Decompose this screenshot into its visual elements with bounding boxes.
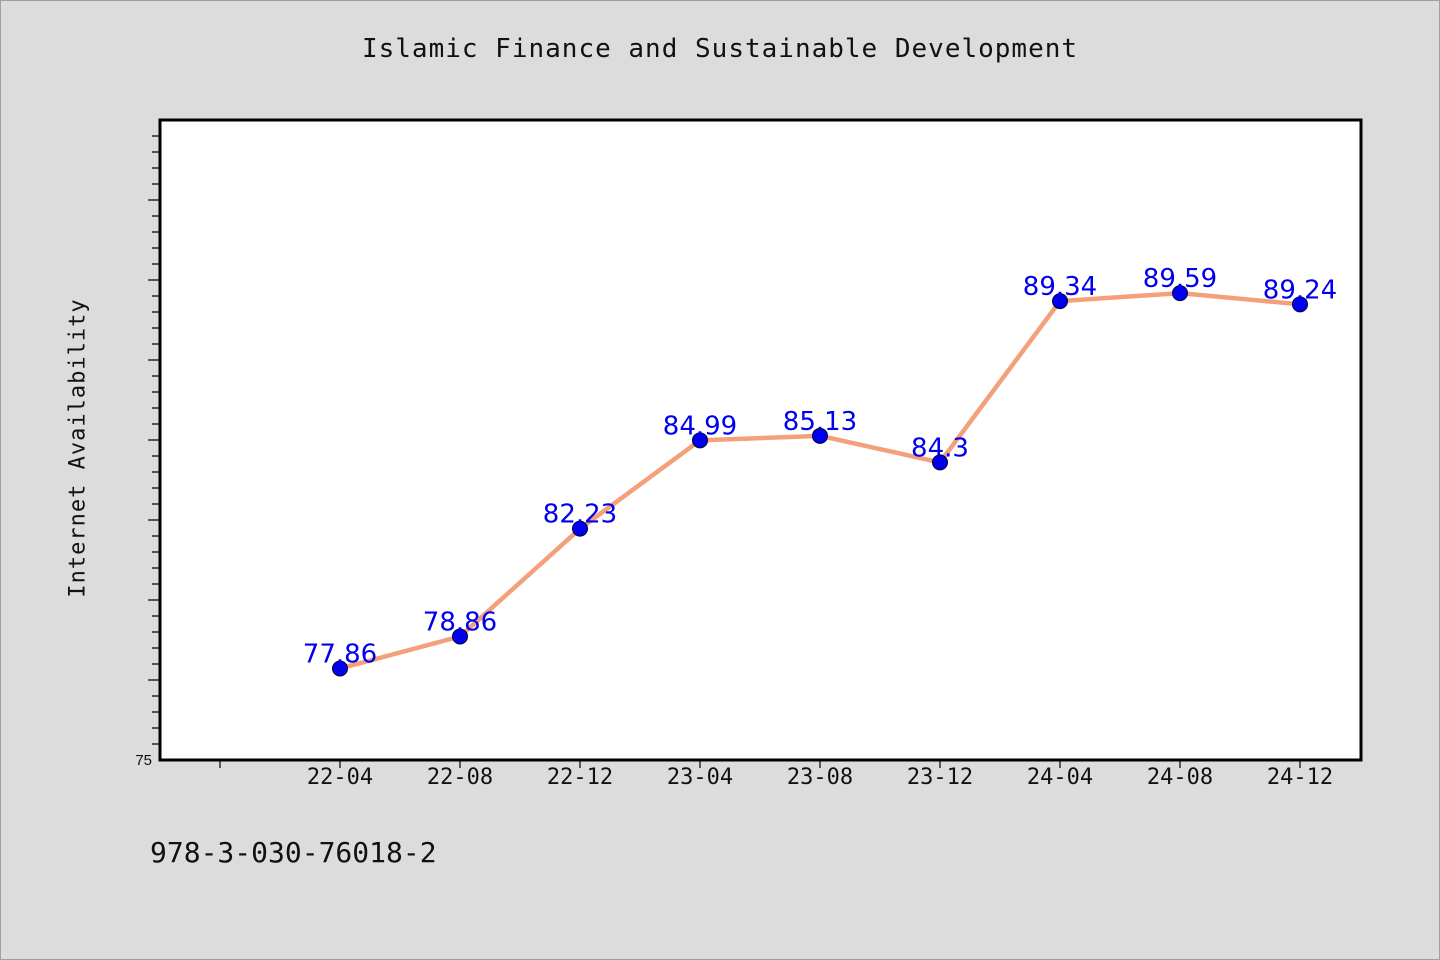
footer-isbn: 978-3-030-76018-2 [150, 836, 437, 869]
data-point [572, 520, 588, 537]
x-tick-label: 22-12 [547, 765, 613, 790]
data-label: 78.86 [423, 607, 497, 637]
data-label: 77.86 [303, 639, 377, 669]
x-axis-ticks: 22-04 22-08 22-12 23-04 23-08 23-12 24-04 24-08… [219, 760, 1333, 790]
data-label: 82.23 [543, 500, 617, 530]
data-label: 89.59 [1143, 264, 1217, 294]
data-label: 84.99 [663, 411, 737, 441]
data-point [812, 427, 828, 444]
data-point [332, 660, 348, 677]
x-tick-label: 22-04 [307, 765, 373, 790]
y-tick-label: 75 [135, 752, 152, 769]
x-tick-label: 23-12 [907, 765, 973, 790]
y-axis-ticks: 75 [135, 135, 160, 769]
data-point [1052, 293, 1068, 310]
data-point [452, 628, 468, 645]
x-tick-label: 24-12 [1267, 765, 1333, 790]
data-label: 85.13 [783, 407, 857, 437]
data-labels: 77.86 78.86 82.23 84.99 85.13 84.3 89.34 89.59 8… [303, 264, 1337, 669]
data-point [1172, 285, 1188, 302]
x-tick-label: 23-08 [787, 765, 853, 790]
chart-title: Islamic Finance and Sustainable Developm… [361, 34, 1079, 64]
x-tick-label: 24-08 [1147, 765, 1213, 790]
data-label: 89.24 [1263, 275, 1337, 305]
data-point [932, 454, 948, 471]
x-tick-label: 24-04 [1027, 765, 1093, 790]
data-label: 84.3 [911, 433, 969, 463]
data-point [1292, 296, 1308, 313]
x-tick-label: 23-04 [667, 765, 733, 790]
x-tick-label: 22-08 [427, 765, 493, 790]
data-label: 89.34 [1023, 272, 1097, 302]
data-point [692, 432, 708, 449]
data-markers [332, 285, 1308, 677]
